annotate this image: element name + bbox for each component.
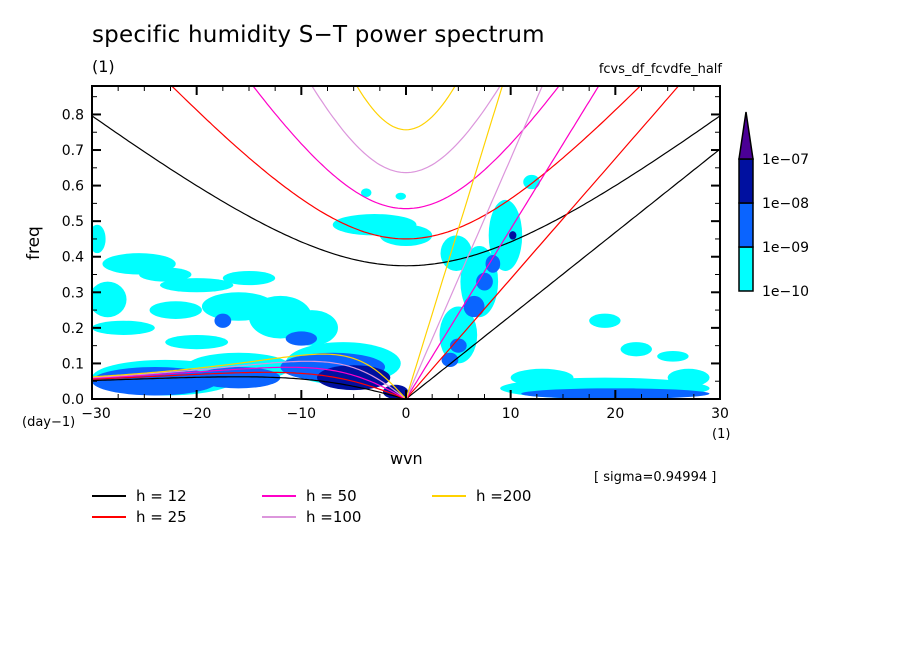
x-tick-label: −10 [287,406,317,422]
dispersion-curve-rossby-h12 [92,376,407,399]
contour-region-level-0 [488,199,523,271]
y-tick-label: 0.3 [62,285,84,301]
dispersion-curve-rossby-h25 [92,371,407,399]
contour-region-level-0 [523,174,540,190]
contour-region-level-0 [395,192,406,200]
dispersion-curve-kelvin-h100 [405,86,543,399]
y-tick-label: 0.2 [62,321,84,337]
chart-units: (1) [92,57,115,76]
legend-item: h = 25 [92,508,187,526]
dispersion-curve-rossby-h100 [92,360,407,399]
dispersion-curve-kelvin-h25 [405,86,680,399]
x-tick-label: −30 [81,406,111,422]
y-tick-label: 0.0 [62,392,84,408]
contour-region-level-1 [449,338,467,353]
legend-item: h = 50 [262,487,357,505]
legend-label: h =100 [306,508,362,526]
dispersion-curve-rossby-h200 [92,353,407,399]
contour-region-level-1 [441,352,459,367]
y-axis-units: (day−1) [22,415,76,430]
dispersion-curve-rossby-h50 [92,366,407,399]
legend-swatch [432,495,466,497]
contour-region-level-0 [149,301,202,319]
legend-item: h =200 [432,487,531,505]
contour-region-level-0 [139,267,192,282]
x-axis-label: wvn [390,449,423,468]
contour-region-level-1 [214,313,232,328]
x-tick-label: 30 [711,406,729,422]
y-tick-label: 0.7 [62,143,84,159]
x-tick-label: 10 [502,406,520,422]
colorbar-label: 1e−07 [762,152,809,168]
colorbar-label: 1e−09 [762,240,809,256]
colorbar-label: 1e−08 [762,196,809,212]
x-axis: −30 −20 −10 0 10 20 30 [81,86,729,422]
sigma-note: [ sigma=0.94994 ] [594,470,717,485]
dispersion-curve-ig-h12 [92,115,720,267]
y-tick-label: 0.1 [62,356,84,372]
contour-regions [92,174,710,399]
legend-swatch [262,516,296,518]
legend-item: h =100 [262,508,361,526]
y-axis: 0.0 0.1 0.2 0.3 0.4 0.5 0.6 0.7 0.8 [62,96,720,408]
contour-region-level-0 [160,278,234,293]
legend-swatch [92,516,126,518]
contour-region-level-1 [92,366,218,396]
x-axis-units: (1) [712,427,731,442]
legend-swatch [262,495,296,497]
dispersion-curve-kelvin-h200 [405,86,503,399]
contour-region-level-1 [285,331,318,346]
contour-region-level-2 [509,231,517,240]
legend-label: h =200 [476,487,532,505]
dispersion-curves [92,86,720,399]
colorbar-segment [738,202,754,248]
contour-region-level-0 [657,350,689,362]
contour-region-level-0 [589,313,621,328]
x-tick-label: −20 [182,406,212,422]
x-tick-label: 20 [606,406,624,422]
dispersion-curve-kelvin-h12 [405,148,720,399]
dispersion-curve-ig-h200 [356,86,456,131]
legend-label: h = 25 [136,508,187,526]
contour-region-level-0 [379,224,433,247]
contour-region-level-1 [485,254,501,273]
dispersion-curve-ig-h100 [311,86,501,174]
contour-region-level-0 [92,224,106,254]
contour-region-level-0 [165,334,229,350]
legend-swatch [92,495,126,497]
contour-region-level-0 [92,281,127,318]
contour-region-level-0 [222,270,276,286]
contour-region-level-0 [620,342,652,357]
y-tick-label: 0.4 [62,250,84,266]
contour-region-level-0 [360,188,372,197]
experiment-name: fcvs_df_fcvdfe_half [598,62,722,77]
colorbar-label: 1e−10 [762,284,809,300]
colorbar: 1e−10 1e−09 1e−08 1e−07 [738,111,809,300]
colorbar-segment [738,158,754,204]
legend-label: h = 12 [136,487,187,505]
dispersion-curve-kelvin-h50 [405,86,600,399]
legend-item: h = 12 [92,487,187,505]
y-tick-label: 0.5 [62,214,84,230]
x-tick-label: 0 [402,406,411,422]
contour-region-level-0 [92,320,155,335]
dispersion-curve-ig-h50 [252,86,560,210]
y-tick-label: 0.8 [62,107,84,123]
chart-title: specific humidity S−T power spectrum [92,22,545,48]
legend-label: h = 50 [306,487,357,505]
colorbar-segment [738,246,754,292]
colorbar-extend-triangle [738,111,754,160]
dispersion-curve-ig-h25 [170,86,642,240]
contour-region-level-1 [463,295,485,318]
y-tick-label: 0.6 [62,179,84,195]
